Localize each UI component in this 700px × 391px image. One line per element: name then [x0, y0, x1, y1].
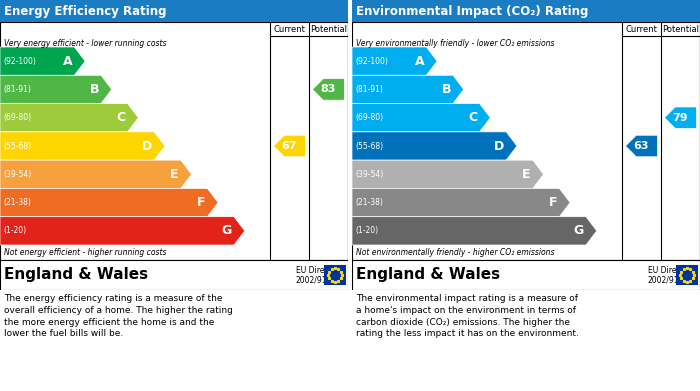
- Text: C: C: [468, 111, 477, 124]
- Text: (1-20): (1-20): [3, 226, 26, 235]
- Polygon shape: [352, 75, 463, 104]
- Text: (92-100): (92-100): [3, 57, 36, 66]
- Text: (69-80): (69-80): [3, 113, 31, 122]
- Bar: [324, 265, 346, 285]
- Polygon shape: [0, 132, 165, 160]
- Bar: [0, 22, 348, 260]
- Text: Current: Current: [274, 25, 305, 34]
- Text: Environmental Impact (CO₂) Rating: Environmental Impact (CO₂) Rating: [356, 5, 589, 18]
- Text: EU Directive: EU Directive: [648, 266, 695, 275]
- Bar: [0, 0, 348, 22]
- Text: E: E: [522, 168, 531, 181]
- Text: (69-80): (69-80): [355, 113, 383, 122]
- Text: E: E: [170, 168, 178, 181]
- Text: (55-68): (55-68): [355, 142, 383, 151]
- Text: The energy efficiency rating is a measure of the
overall efficiency of a home. T: The energy efficiency rating is a measur…: [4, 294, 233, 338]
- Text: England & Wales: England & Wales: [4, 267, 148, 283]
- Text: The environmental impact rating is a measure of
a home's impact on the environme: The environmental impact rating is a mea…: [356, 294, 579, 338]
- Text: (21-38): (21-38): [355, 198, 383, 207]
- Polygon shape: [352, 217, 596, 245]
- Bar: [0, 260, 348, 290]
- Polygon shape: [352, 160, 543, 188]
- Polygon shape: [274, 135, 305, 157]
- Polygon shape: [352, 132, 517, 160]
- Text: F: F: [549, 196, 557, 209]
- Text: C: C: [116, 111, 125, 124]
- Text: (39-54): (39-54): [355, 170, 384, 179]
- Text: Very energy efficient - lower running costs: Very energy efficient - lower running co…: [4, 39, 167, 48]
- Text: (39-54): (39-54): [3, 170, 31, 179]
- Text: 67: 67: [281, 141, 298, 151]
- Polygon shape: [0, 217, 245, 245]
- Text: (55-68): (55-68): [3, 142, 31, 151]
- Text: B: B: [90, 83, 99, 96]
- Text: F: F: [197, 196, 205, 209]
- Polygon shape: [626, 135, 657, 157]
- Text: (81-91): (81-91): [3, 85, 31, 94]
- Text: (21-38): (21-38): [3, 198, 31, 207]
- Polygon shape: [352, 47, 437, 75]
- Text: A: A: [414, 55, 424, 68]
- Text: Not environmentally friendly - higher CO₂ emissions: Not environmentally friendly - higher CO…: [356, 248, 554, 257]
- Text: 63: 63: [634, 141, 650, 151]
- Bar: [352, 260, 700, 290]
- Polygon shape: [664, 107, 696, 129]
- Text: 2002/91/EC: 2002/91/EC: [296, 276, 340, 285]
- Text: 2002/91/EC: 2002/91/EC: [648, 276, 692, 285]
- Polygon shape: [352, 104, 490, 132]
- Text: Energy Efficiency Rating: Energy Efficiency Rating: [4, 5, 167, 18]
- Text: G: G: [222, 224, 232, 237]
- Bar: [676, 265, 698, 285]
- Text: Potential: Potential: [662, 25, 699, 34]
- Polygon shape: [0, 104, 139, 132]
- Polygon shape: [0, 188, 218, 217]
- Text: (81-91): (81-91): [355, 85, 383, 94]
- Text: England & Wales: England & Wales: [356, 267, 500, 283]
- Bar: [352, 0, 700, 22]
- Bar: [352, 22, 700, 260]
- Text: Potential: Potential: [310, 25, 347, 34]
- Text: 83: 83: [321, 84, 336, 95]
- Text: G: G: [574, 224, 584, 237]
- Text: (1-20): (1-20): [355, 226, 378, 235]
- Text: EU Directive: EU Directive: [296, 266, 343, 275]
- Polygon shape: [0, 47, 85, 75]
- Polygon shape: [312, 79, 344, 100]
- Polygon shape: [0, 160, 192, 188]
- Text: (92-100): (92-100): [355, 57, 388, 66]
- Text: Current: Current: [626, 25, 657, 34]
- Text: D: D: [494, 140, 504, 152]
- Text: A: A: [63, 55, 72, 68]
- Text: Very environmentally friendly - lower CO₂ emissions: Very environmentally friendly - lower CO…: [356, 39, 554, 48]
- Text: D: D: [142, 140, 152, 152]
- Text: 79: 79: [673, 113, 688, 123]
- Text: B: B: [442, 83, 451, 96]
- Text: Not energy efficient - higher running costs: Not energy efficient - higher running co…: [4, 248, 167, 257]
- Polygon shape: [352, 188, 570, 217]
- Polygon shape: [0, 75, 112, 104]
